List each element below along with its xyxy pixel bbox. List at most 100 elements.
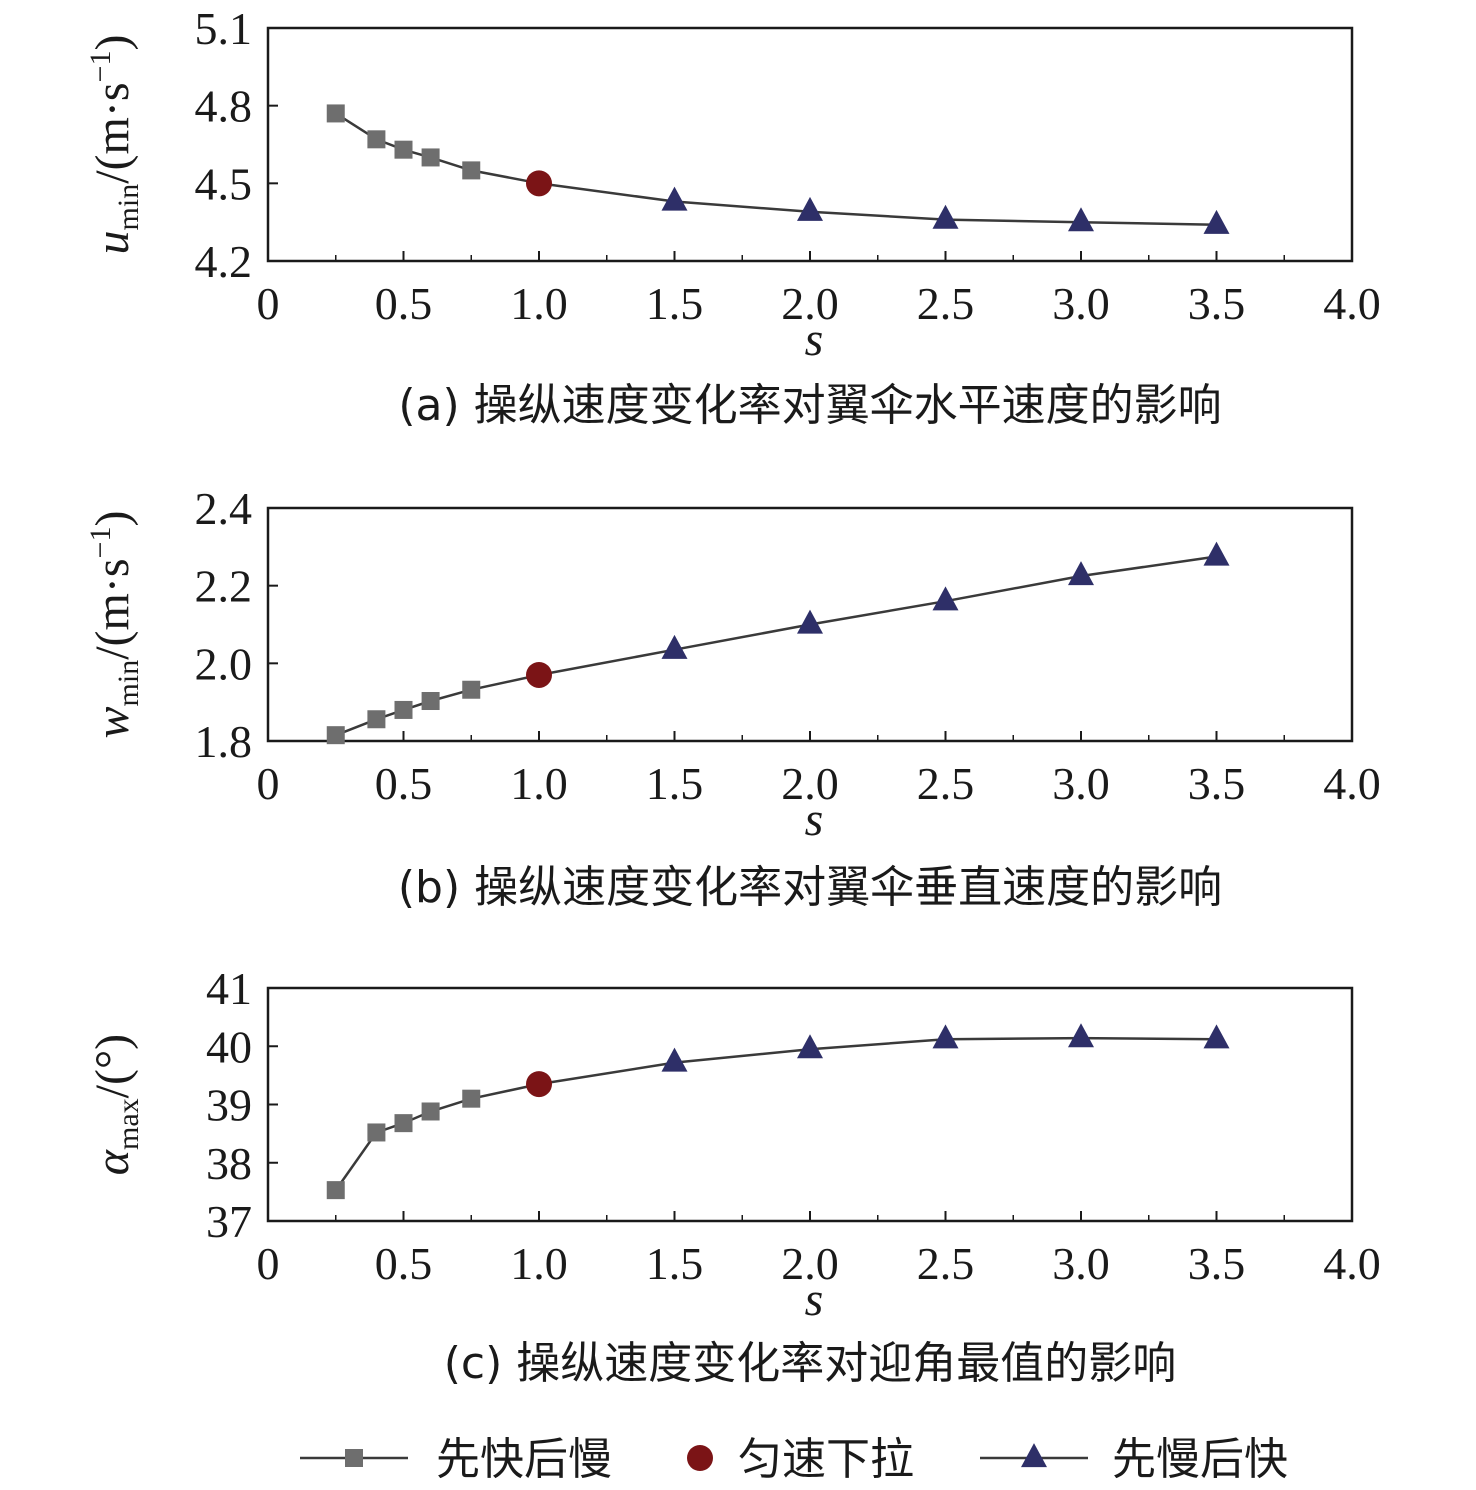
x-tick-label: 0	[257, 758, 280, 809]
y-axis-close: )	[86, 35, 139, 51]
y-axis-close: )	[86, 511, 139, 527]
y-tick-label: 2.0	[195, 638, 253, 689]
y-tick-label: 37	[206, 1196, 252, 1247]
data-point-slow_fast	[661, 186, 688, 211]
x-tick-label: 2.0	[781, 278, 839, 329]
legend-marker-square	[345, 1449, 363, 1467]
x-tick-label: 2.5	[917, 278, 975, 329]
y-axis-subscript: max	[112, 1098, 145, 1150]
legend-label: 先慢后快	[1112, 1434, 1288, 1485]
y-axis-superscript: −1	[84, 527, 117, 559]
y-tick-label: 2.2	[195, 561, 253, 612]
y-tick-label: 39	[206, 1080, 252, 1131]
x-tick-label: 4.0	[1323, 1238, 1381, 1289]
x-tick-label: 2.5	[917, 758, 975, 809]
x-tick-label: 2.5	[917, 1238, 975, 1289]
y-axis-unit: /(m·s	[86, 82, 139, 183]
x-tick-label: 0	[257, 1238, 280, 1289]
y-tick-label: 4.2	[195, 236, 253, 287]
data-point-fast_slow	[367, 1123, 386, 1142]
legend-label: 先快后慢	[436, 1434, 612, 1485]
y-tick-label: 2.4	[195, 483, 253, 534]
x-tick-label: 4.0	[1323, 758, 1381, 809]
y-tick-label: 5.1	[195, 3, 253, 54]
data-point-fast_slow	[367, 710, 386, 729]
data-point-slow_fast	[661, 1047, 688, 1072]
legend-item-slow_fast: 先慢后快	[980, 1434, 1288, 1485]
x-axis-title: s	[805, 1273, 824, 1326]
x-tick-label: 3.0	[1052, 1238, 1110, 1289]
legend-item-uniform: 匀速下拉	[687, 1434, 914, 1485]
data-point-fast_slow	[326, 104, 345, 123]
panel-caption: (b) 操纵速度变化率对翼伞垂直速度的影响	[398, 862, 1222, 913]
data-point-uniform	[526, 1071, 552, 1098]
data-point-fast_slow	[394, 1114, 413, 1133]
data-point-slow_fast	[932, 1024, 959, 1049]
legend-item-fast_slow: 先快后慢	[300, 1434, 612, 1485]
y-tick-label: 38	[206, 1138, 252, 1189]
legend-marker-circle	[687, 1445, 713, 1471]
y-axis-title: wmin/(m·s−1)	[84, 511, 145, 739]
legend-marker-triangle	[1021, 1443, 1047, 1468]
data-point-fast_slow	[326, 726, 345, 745]
data-point-fast_slow	[462, 1089, 481, 1108]
x-tick-label: 3.0	[1052, 758, 1110, 809]
y-axis-unit: /(°)	[86, 1034, 139, 1099]
y-tick-label: 4.5	[195, 158, 253, 209]
data-point-uniform	[526, 661, 552, 688]
data-point-fast_slow	[367, 130, 386, 149]
data-point-slow_fast	[1203, 209, 1230, 234]
x-tick-label: 3.0	[1052, 278, 1110, 329]
x-tick-label: 1.5	[646, 1238, 704, 1289]
x-tick-label: 2.0	[781, 758, 839, 809]
x-tick-label: 1.0	[510, 758, 568, 809]
data-point-fast_slow	[421, 692, 440, 711]
data-point-fast_slow	[421, 1102, 440, 1121]
panel-caption: (c) 操纵速度变化率对迎角最值的影响	[444, 1338, 1177, 1389]
x-tick-label: 0	[257, 278, 280, 329]
y-tick-label: 41	[206, 963, 252, 1014]
y-axis-subscript: min	[112, 660, 145, 707]
y-axis-title: umin/(m·s−1)	[84, 35, 145, 255]
chart-panel-a: 0 0.5 1.0 1.5 2.0 2.5 3.0 3.5 4.0 4.2 4.5 4.8 5.1 s um…	[84, 3, 1381, 431]
chart-panel-b: 0 0.5 1.0 1.5 2.0 2.5 3.0 3.5 4.0 1.8 2.0 2.2 2.4 s wm…	[84, 483, 1381, 913]
x-tick-label: 1.0	[510, 1238, 568, 1289]
panel-caption: (a) 操纵速度变化率对翼伞水平速度的影响	[398, 380, 1221, 431]
data-point-slow_fast	[932, 204, 959, 229]
y-axis-title: αmax/(°)	[86, 1034, 145, 1175]
y-axis-unit: /(m·s	[86, 558, 139, 659]
y-tick-label: 40	[206, 1021, 252, 1072]
data-point-slow_fast	[661, 634, 688, 659]
x-tick-label: 0.5	[375, 758, 433, 809]
data-point-fast_slow	[394, 140, 413, 159]
y-axis-symbol: u	[86, 230, 139, 254]
data-point-slow_fast	[797, 196, 823, 221]
plot-frame	[266, 26, 1354, 263]
data-point-fast_slow	[326, 1181, 345, 1200]
data-point-fast_slow	[421, 148, 440, 167]
x-axis-title: s	[805, 793, 824, 846]
data-point-slow_fast	[1203, 541, 1230, 566]
x-tick-label: 1.0	[510, 278, 568, 329]
x-tick-label: 1.5	[646, 758, 704, 809]
data-point-slow_fast	[1068, 561, 1094, 586]
x-tick-label: 4.0	[1323, 278, 1381, 329]
y-tick-label: 4.8	[195, 81, 253, 132]
legend: 先快后慢 匀速下拉 先慢后快	[300, 1434, 1288, 1485]
x-tick-label: 0.5	[375, 1238, 433, 1289]
x-tick-label: 0.5	[375, 278, 433, 329]
data-point-slow_fast	[1068, 207, 1094, 232]
x-tick-label: 3.5	[1188, 278, 1246, 329]
data-point-uniform	[526, 170, 552, 197]
x-tick-label: 2.0	[781, 1238, 839, 1289]
legend-label: 匀速下拉	[738, 1434, 914, 1485]
y-axis-subscript: min	[112, 184, 145, 231]
x-tick-label: 3.5	[1188, 758, 1246, 809]
x-tick-label: 1.5	[646, 278, 704, 329]
y-axis-superscript: −1	[84, 51, 117, 83]
series-line	[334, 1036, 1217, 1191]
y-axis-symbol: α	[86, 1149, 139, 1175]
y-axis-symbol: w	[86, 706, 139, 738]
data-point-fast_slow	[462, 161, 481, 180]
